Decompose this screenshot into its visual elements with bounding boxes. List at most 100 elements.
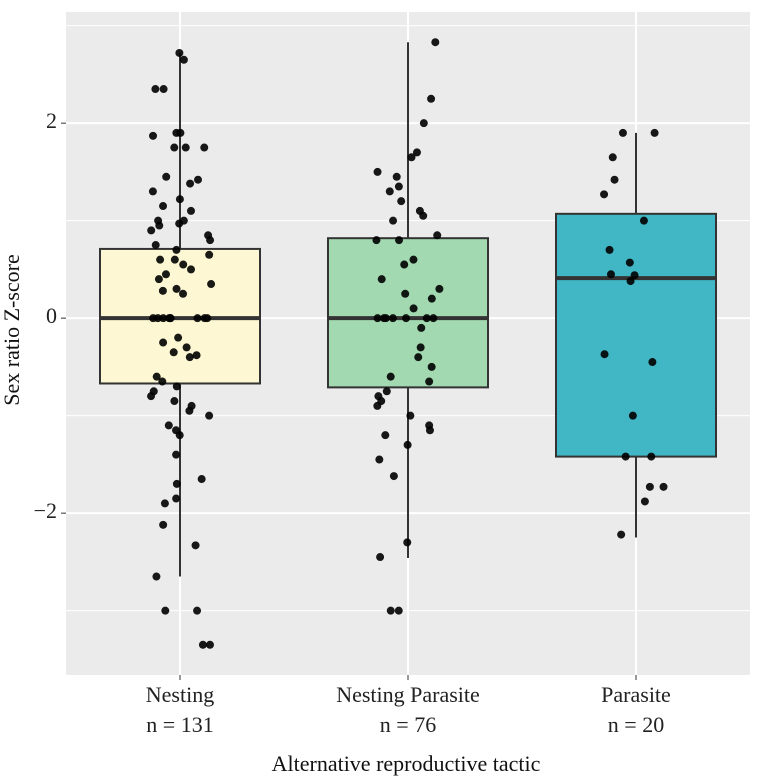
- point: [373, 401, 382, 410]
- point: [626, 277, 635, 286]
- point: [151, 241, 160, 250]
- point: [625, 258, 634, 267]
- point: [175, 48, 184, 57]
- point: [659, 482, 668, 491]
- point: [149, 314, 158, 323]
- point: [159, 338, 168, 347]
- point: [397, 197, 406, 206]
- point: [394, 606, 403, 615]
- point: [386, 372, 395, 381]
- point: [205, 640, 214, 649]
- point: [148, 187, 157, 196]
- point: [155, 221, 164, 230]
- point: [164, 421, 173, 430]
- point: [193, 606, 202, 615]
- point: [147, 392, 156, 401]
- n-label: n = 20: [608, 712, 664, 737]
- point: [172, 450, 181, 459]
- point: [172, 245, 181, 254]
- point: [395, 236, 404, 245]
- point: [187, 206, 196, 215]
- point: [605, 245, 614, 254]
- point: [172, 494, 181, 503]
- point: [389, 216, 398, 225]
- point: [381, 314, 390, 323]
- point: [429, 314, 438, 323]
- point: [645, 482, 654, 491]
- point: [162, 172, 171, 181]
- point: [159, 520, 168, 529]
- point: [640, 497, 649, 506]
- point: [419, 211, 428, 220]
- y-axis-title: Sex ratio Z-score: [0, 254, 24, 406]
- point: [427, 362, 436, 371]
- box: [555, 212, 717, 458]
- x-axis-title: Alternative reproductive tactic: [272, 751, 541, 776]
- point: [186, 179, 195, 188]
- point: [172, 382, 181, 391]
- point: [406, 411, 415, 420]
- point: [197, 475, 206, 484]
- point: [192, 351, 201, 360]
- point: [179, 55, 188, 64]
- point: [172, 284, 181, 293]
- point: [377, 275, 386, 284]
- point: [431, 38, 440, 47]
- y-tick-label: −2: [34, 498, 57, 523]
- point: [409, 304, 418, 313]
- n-label: n = 76: [380, 712, 436, 737]
- point: [617, 530, 626, 539]
- point: [392, 172, 401, 181]
- point: [427, 94, 436, 103]
- point: [425, 426, 434, 435]
- point: [639, 216, 648, 225]
- point: [176, 128, 185, 137]
- point: [373, 314, 382, 323]
- point: [425, 377, 434, 386]
- point: [179, 260, 188, 269]
- point: [648, 358, 657, 367]
- point: [161, 606, 170, 615]
- point: [205, 250, 214, 259]
- point: [394, 182, 403, 191]
- point: [185, 406, 194, 415]
- point: [200, 143, 209, 152]
- point: [159, 314, 168, 323]
- point: [630, 271, 639, 280]
- point: [407, 153, 416, 162]
- point: [386, 606, 395, 615]
- point: [161, 270, 170, 279]
- point: [206, 236, 215, 245]
- point: [170, 143, 179, 152]
- point: [166, 314, 175, 323]
- point: [650, 128, 659, 137]
- point: [382, 387, 391, 396]
- point: [193, 314, 202, 323]
- point: [628, 411, 637, 420]
- point: [409, 255, 418, 264]
- point: [159, 202, 168, 211]
- point: [433, 231, 442, 240]
- point: [194, 175, 203, 184]
- point: [403, 538, 412, 547]
- point: [606, 270, 615, 279]
- point: [435, 284, 444, 293]
- n-label: n = 131: [146, 712, 213, 737]
- point: [169, 348, 178, 357]
- point: [181, 143, 190, 152]
- point: [388, 314, 397, 323]
- point: [205, 411, 214, 420]
- point: [412, 148, 421, 157]
- point: [389, 472, 398, 481]
- point: [154, 275, 163, 284]
- point: [198, 640, 207, 649]
- point: [174, 333, 183, 342]
- point: [172, 479, 181, 488]
- point: [403, 440, 412, 449]
- point: [186, 265, 195, 274]
- x-tick-label: Nesting: [146, 682, 214, 707]
- point: [618, 128, 627, 137]
- y-tick-label: 2: [46, 108, 57, 133]
- point: [422, 314, 431, 323]
